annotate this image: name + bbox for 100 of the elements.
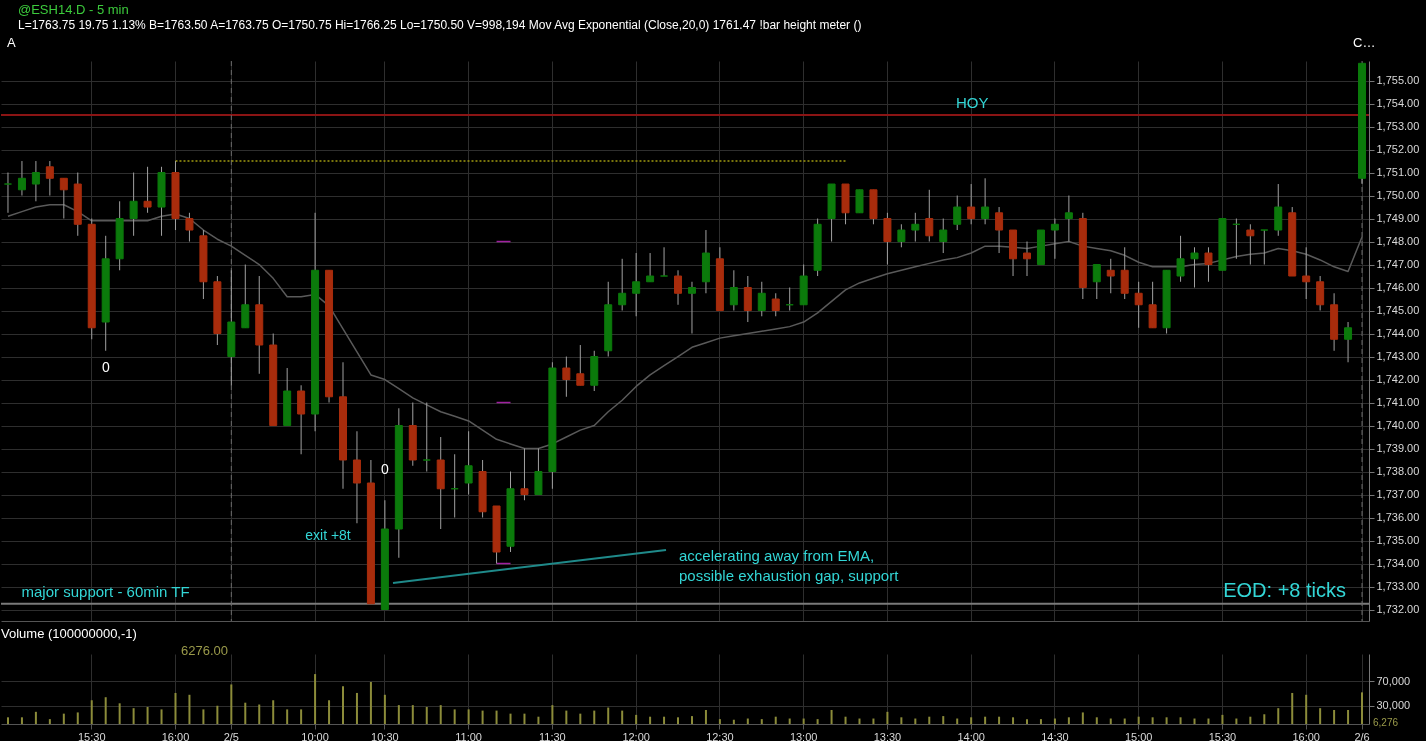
candlestick [1106, 258, 1115, 294]
bar [20, 717, 23, 724]
bar [1151, 717, 1154, 724]
bar [1123, 718, 1126, 724]
bar [1053, 718, 1056, 724]
x-tick-label: 12:00 [622, 730, 650, 741]
y-tick-label: 1,743.00 [1376, 350, 1420, 363]
candlestick [1316, 275, 1325, 312]
bar [579, 713, 582, 724]
bar [649, 716, 652, 724]
candlestick [422, 402, 431, 473]
y-tick-label: 1,752.00 [1376, 143, 1420, 156]
candlestick [743, 275, 752, 323]
bar [453, 709, 456, 724]
x-tick-label: 10:30 [371, 730, 399, 741]
candlestick [464, 430, 473, 496]
bar [886, 711, 889, 724]
y-tick-label: 1,748.00 [1376, 235, 1420, 248]
bar [481, 710, 484, 724]
bar [956, 718, 959, 724]
candlestick [1204, 246, 1213, 283]
candlestick [995, 206, 1004, 254]
bar [914, 718, 917, 724]
candlestick [855, 189, 864, 214]
candlestick [241, 264, 250, 329]
bar [314, 674, 317, 724]
y-tick-label: 1,744.00 [1376, 327, 1420, 340]
x-tick-label: 15:00 [1124, 730, 1153, 741]
annotation: 6276.00 [181, 643, 228, 658]
candlestick [1190, 246, 1199, 289]
candlestick [1302, 246, 1311, 300]
candlestick [757, 281, 766, 317]
bar [1109, 718, 1112, 724]
bar [635, 714, 638, 724]
bar [146, 706, 149, 724]
bar [690, 716, 693, 724]
bar [1081, 712, 1084, 724]
candlestick [3, 172, 12, 214]
bar [355, 692, 358, 724]
y-tick-label: 1,755.00 [1376, 74, 1420, 87]
bar [272, 700, 275, 724]
bar [244, 702, 247, 724]
y-tick-label: 1,749.00 [1376, 212, 1420, 225]
chart-subtitle: L=1763.75 19.75 1.13% B=1763.50 A=1763.75 O=1750.75 Hi=1766.25 Lo=1750.50 V=998,194 Mov Avg Exponential (Close,20,0) 1761.47 !bar height meter () [18, 18, 862, 32]
text: A [7, 35, 16, 50]
bar [1207, 718, 1210, 724]
y-tick-label: 1,738.00 [1376, 465, 1420, 478]
bar [1039, 719, 1042, 724]
y-tick-label: 1,747.00 [1376, 258, 1420, 271]
y-tick-label: 1,739.00 [1376, 442, 1420, 455]
x-tick-label: 15:30 [1208, 730, 1237, 741]
candlestick [1260, 229, 1269, 266]
candlestick [59, 177, 68, 220]
bar [830, 710, 833, 724]
candlestick [729, 269, 738, 312]
y-tick-label: 1,740.00 [1376, 419, 1420, 432]
bar [746, 718, 749, 724]
bar [1361, 692, 1364, 724]
bar [1012, 717, 1015, 724]
candlestick [352, 430, 361, 524]
bar [663, 716, 666, 724]
bar [844, 716, 847, 724]
candlestick [939, 218, 948, 254]
bar [509, 713, 512, 724]
candlestick [687, 281, 696, 335]
candlestick [897, 223, 906, 248]
candlestick [1064, 195, 1073, 243]
bar [1263, 714, 1266, 724]
candlestick [883, 212, 892, 266]
y-tick-label: 1,741.00 [1376, 396, 1420, 409]
bar [984, 716, 987, 724]
bar [76, 712, 79, 724]
bar [704, 710, 707, 724]
annotation: 0 [102, 359, 111, 375]
bar [1137, 716, 1140, 724]
bar [104, 697, 107, 724]
bar [467, 709, 470, 724]
bar [118, 703, 121, 724]
bar [523, 713, 526, 724]
chart-title: @ESH14.D - 5 min [18, 2, 129, 17]
y-tick-label: 1,745.00 [1376, 304, 1420, 317]
candlestick [520, 448, 529, 501]
bar [537, 716, 540, 724]
text: 6,276 [1373, 717, 1399, 728]
x-tick-label: 13:00 [789, 730, 818, 741]
candlestick [31, 160, 40, 202]
x-tick-label: 13:30 [873, 730, 902, 741]
y-tick-label: 1,750.00 [1376, 189, 1420, 202]
y-tick-label: 1,746.00 [1376, 281, 1420, 294]
bar [1179, 717, 1182, 724]
x-tick-label: 11:30 [539, 730, 566, 741]
candlestick [632, 252, 641, 317]
annotation: 0 [381, 461, 390, 477]
bar [1193, 718, 1196, 724]
candlestick [660, 246, 669, 277]
bar [1165, 717, 1168, 724]
bar [495, 710, 498, 724]
y-tick-label: 70,000 [1376, 674, 1411, 687]
y-tick-label: 1,736.00 [1376, 511, 1420, 524]
bar [1095, 717, 1098, 724]
